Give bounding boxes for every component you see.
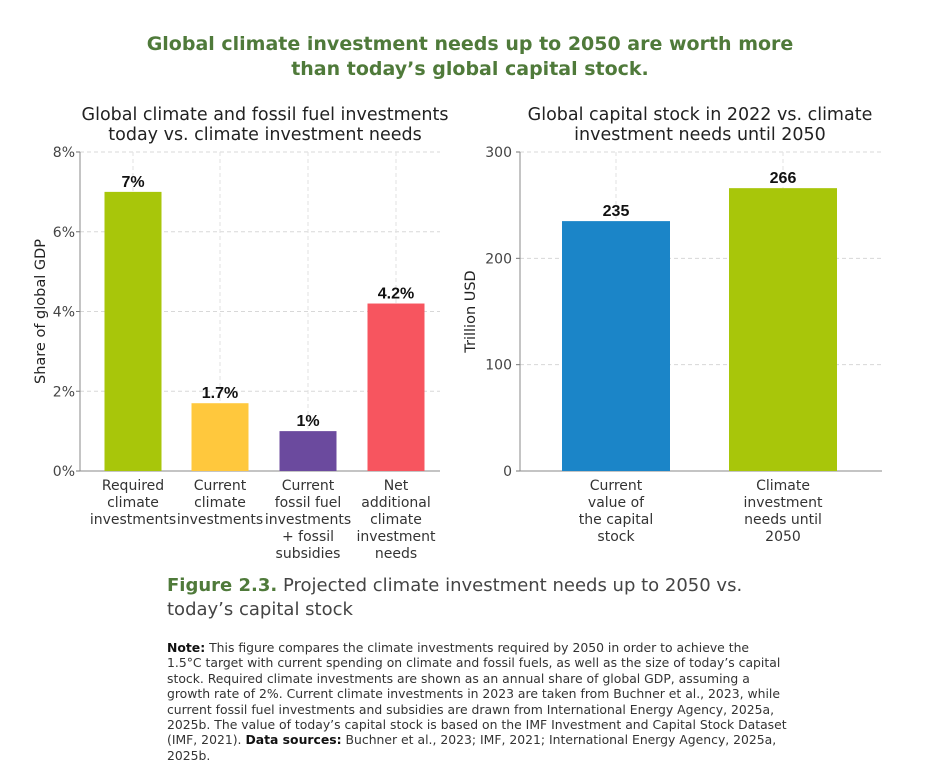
page-heading: Global climate investment needs up to 20…: [0, 32, 940, 82]
heading-line-2: than today’s global capital stock.: [291, 58, 649, 80]
chart-1-category-label: additional: [361, 495, 431, 511]
chart-1-y-tick-label: 2%: [53, 384, 75, 400]
chart-1-category-label: investments: [265, 512, 351, 528]
chart-2-category-label: stock: [597, 529, 635, 545]
figure-label: Figure 2.3.: [167, 575, 278, 596]
chart-1-category-label: subsidies: [276, 546, 341, 562]
chart-1-category-label: fossil fuel: [275, 495, 342, 511]
chart-1-y-tick-label: 8%: [53, 145, 75, 161]
chart-1-category-label: climate: [370, 512, 422, 528]
chart-2-category-label: 2050: [765, 529, 801, 545]
chart-2-value-label: 266: [770, 170, 797, 187]
chart-1-category-label: investment: [356, 529, 436, 545]
chart-2-y-tick-label: 200: [485, 251, 512, 267]
chart-1-value-label: 1.7%: [202, 385, 238, 402]
data-sources-text: Buchner et al., 2023; IMF, 2021; Interna…: [167, 732, 777, 763]
chart-1-y-tick-label: 0%: [53, 464, 75, 480]
chart-1-bar: [367, 303, 425, 471]
chart-1-bar: [191, 403, 249, 471]
chart-1-value-label: 1%: [296, 413, 319, 430]
chart-2-y-tick-label: 0: [503, 464, 512, 480]
chart-2-y-axis-label: Trillion USD: [463, 270, 479, 353]
chart-2-category-label: the capital: [579, 512, 653, 528]
note-label: Note:: [167, 640, 206, 655]
chart-1-bar: [104, 191, 162, 471]
figure-caption: Figure 2.3. Projected climate investment…: [167, 574, 807, 622]
chart-2-bar: [729, 188, 837, 472]
chart-2-title-line: investment needs until 2050: [574, 125, 826, 145]
chart-2-bar: [562, 221, 670, 471]
chart-2-title-line: Global capital stock in 2022 vs. climate: [528, 105, 873, 125]
chart-1-category-label: Current: [194, 478, 247, 494]
chart-1-bar: [279, 431, 337, 471]
chart-2-y-tick-label: 100: [485, 358, 512, 374]
figure-note: Note: This figure compares the climate i…: [167, 640, 787, 763]
chart-1-y-tick-label: 6%: [53, 225, 75, 241]
data-sources-label: Data sources:: [245, 732, 342, 748]
chart-1-category-label: needs: [375, 546, 417, 562]
chart-1-category-label: Required: [102, 478, 164, 494]
chart-1-category-label: Net: [384, 478, 409, 494]
chart-1-y-axis-label: Share of global GDP: [33, 239, 49, 384]
figure-caption-text: Projected climate investment needs up to…: [167, 575, 743, 620]
chart-1-category-label: climate: [194, 495, 246, 511]
chart-1-category-label: investments: [90, 512, 176, 528]
chart-1-category-label: Current: [282, 478, 335, 494]
chart-2-category-label: needs until: [744, 512, 822, 528]
heading-line-1: Global climate investment needs up to 20…: [146, 33, 794, 55]
chart-1-category-label: investments: [177, 512, 263, 528]
chart-1-y-tick-label: 4%: [53, 305, 75, 321]
chart-2-category-label: investment: [743, 495, 823, 511]
chart-2-y-tick-label: 300: [485, 145, 512, 161]
chart-2-category-label: value of: [588, 495, 645, 511]
chart-1-title-line: today vs. climate investment needs: [108, 125, 421, 145]
chart-1-value-label: 7%: [121, 174, 144, 191]
chart-2-category-label: Climate: [756, 478, 810, 494]
chart-2-value-label: 235: [603, 203, 630, 220]
chart-1-title-line: Global climate and fossil fuel investmen…: [82, 105, 449, 125]
chart-2-category-label: Current: [590, 478, 643, 494]
note-text: This figure compares the climate investm…: [167, 640, 787, 748]
chart-1-category-label: climate: [107, 495, 159, 511]
chart-1-category-label: + fossil: [282, 529, 334, 545]
chart-1-value-label: 4.2%: [378, 286, 414, 303]
